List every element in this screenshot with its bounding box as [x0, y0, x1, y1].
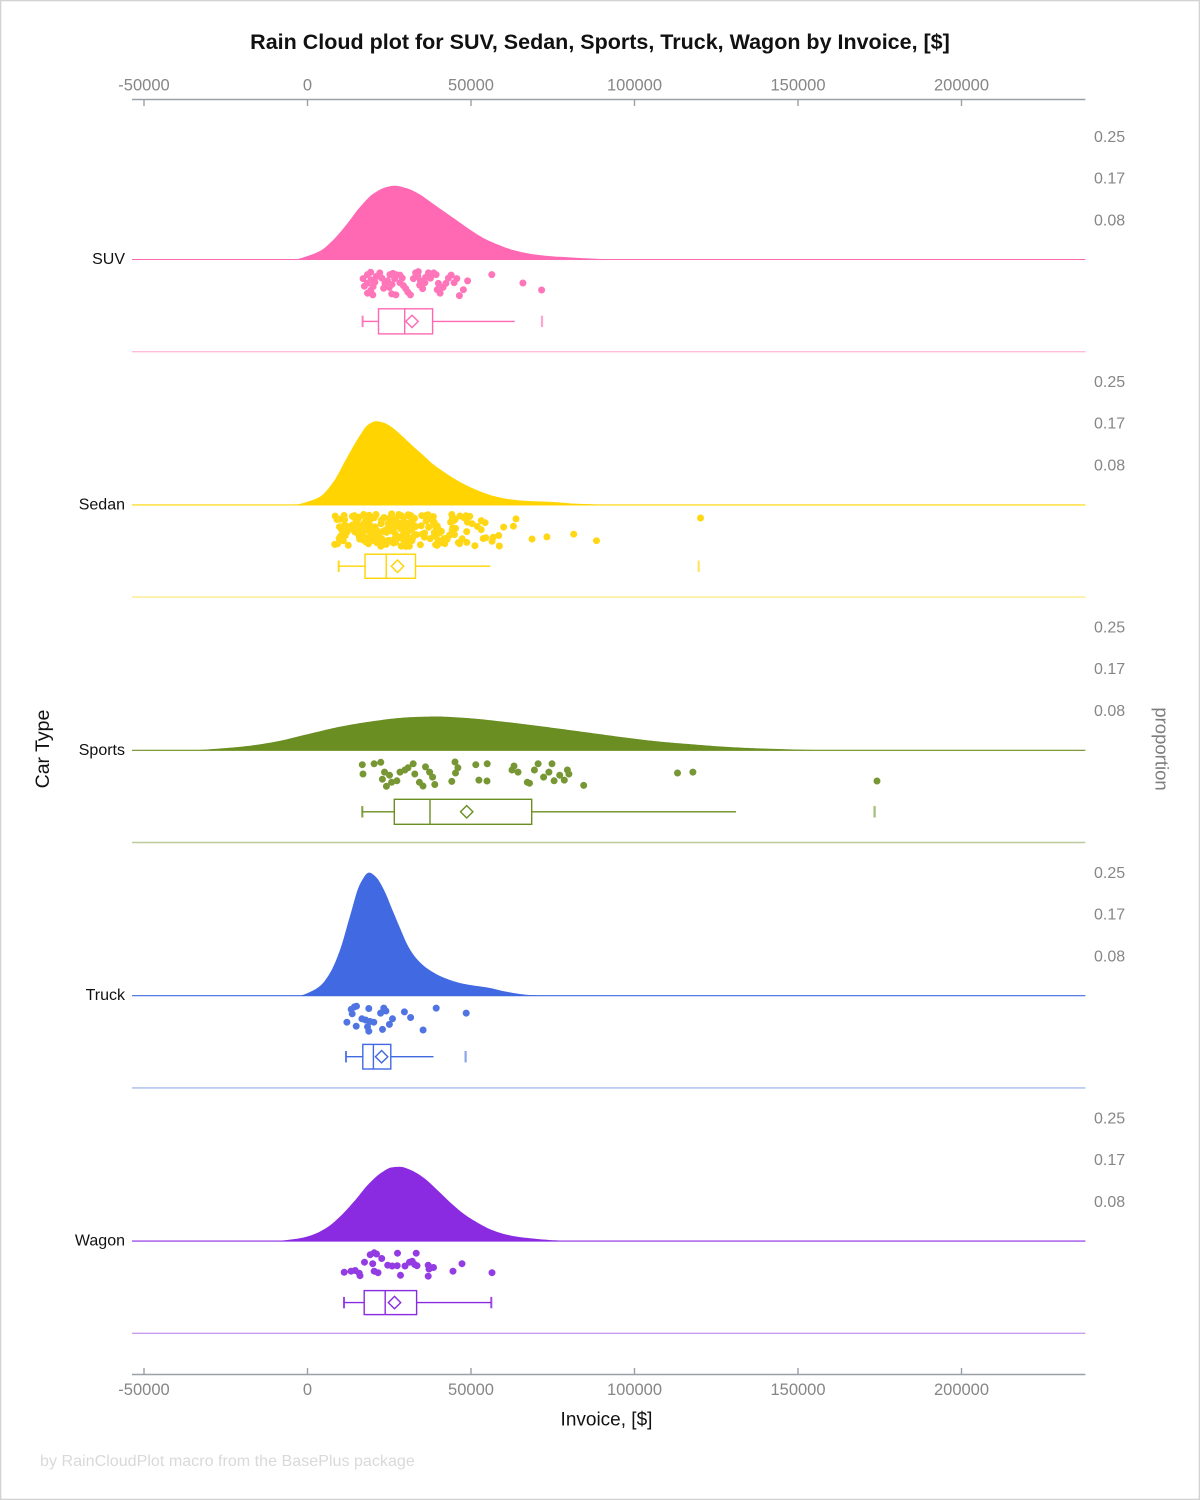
svg-text:0.17: 0.17: [1094, 1152, 1125, 1169]
svg-text:proportion: proportion: [1152, 707, 1173, 790]
svg-text:Invoice, [$]: Invoice, [$]: [561, 1410, 653, 1431]
svg-text:0.08: 0.08: [1094, 949, 1125, 966]
svg-text:Car Type: Car Type: [32, 710, 54, 789]
svg-text:0: 0: [303, 1381, 312, 1399]
svg-text:150000: 150000: [770, 77, 825, 95]
svg-text:0.08: 0.08: [1094, 703, 1125, 720]
svg-text:0.08: 0.08: [1094, 458, 1125, 475]
svg-text:by RainCloudPlot macro from th: by RainCloudPlot macro from the BasePlus…: [40, 1452, 415, 1470]
svg-text:0.17: 0.17: [1094, 661, 1125, 678]
svg-text:0.25: 0.25: [1094, 374, 1125, 391]
svg-text:-50000: -50000: [118, 77, 169, 95]
svg-text:0.08: 0.08: [1094, 1194, 1125, 1211]
svg-text:Sports: Sports: [79, 742, 125, 759]
svg-text:Rain Cloud plot for SUV, Sedan: Rain Cloud plot for SUV, Sedan, Sports, …: [250, 30, 950, 54]
svg-text:Wagon: Wagon: [75, 1233, 125, 1250]
svg-text:0.25: 0.25: [1094, 1110, 1125, 1127]
svg-text:Truck: Truck: [86, 987, 126, 1004]
svg-text:100000: 100000: [607, 77, 662, 95]
svg-text:100000: 100000: [607, 1381, 662, 1399]
svg-text:SUV: SUV: [92, 251, 125, 268]
svg-text:200000: 200000: [934, 1381, 989, 1399]
svg-text:0.25: 0.25: [1094, 129, 1125, 146]
svg-text:50000: 50000: [448, 1381, 494, 1399]
svg-text:0.17: 0.17: [1094, 170, 1125, 187]
svg-text:0.25: 0.25: [1094, 865, 1125, 882]
svg-text:0.17: 0.17: [1094, 416, 1125, 433]
svg-text:200000: 200000: [934, 77, 989, 95]
svg-text:50000: 50000: [448, 77, 494, 95]
svg-text:0.25: 0.25: [1094, 620, 1125, 637]
svg-text:0.08: 0.08: [1094, 212, 1125, 229]
svg-text:0: 0: [303, 77, 312, 95]
svg-text:150000: 150000: [770, 1381, 825, 1399]
svg-text:Sedan: Sedan: [79, 496, 125, 513]
svg-text:-50000: -50000: [118, 1381, 169, 1399]
svg-text:0.17: 0.17: [1094, 907, 1125, 924]
